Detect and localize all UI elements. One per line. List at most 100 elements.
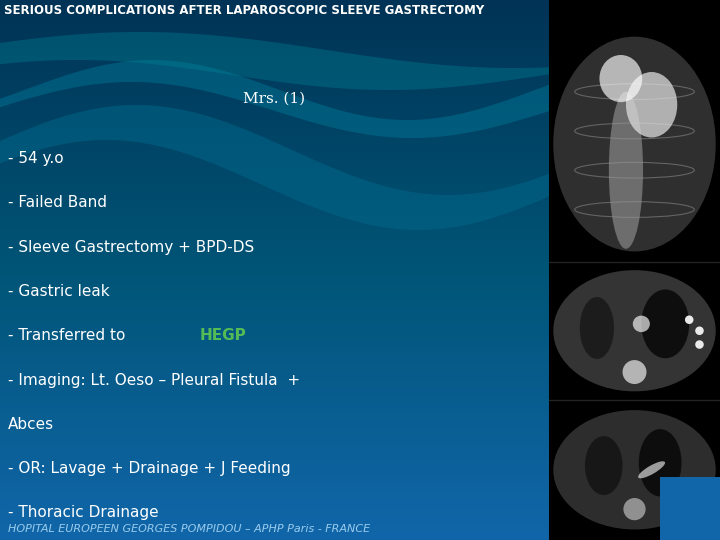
Bar <box>0 412 720 414</box>
Bar <box>0 248 720 250</box>
Bar <box>0 63 720 65</box>
Bar <box>0 196 720 198</box>
Bar <box>0 443 720 444</box>
Bar <box>0 281 720 282</box>
Bar <box>0 535 720 536</box>
Bar <box>0 15 720 16</box>
Bar <box>0 477 720 479</box>
Bar <box>0 120 720 123</box>
Bar <box>0 434 720 436</box>
Bar <box>0 270 720 272</box>
Bar <box>0 137 720 139</box>
Bar <box>0 92 720 93</box>
Bar <box>0 140 720 142</box>
Bar <box>0 72 720 74</box>
Bar <box>0 385 720 387</box>
Text: - OR: Lavage + Drainage + J Feeding: - OR: Lavage + Drainage + J Feeding <box>8 461 291 476</box>
Bar <box>0 43 720 45</box>
Bar <box>0 502 720 504</box>
Bar <box>0 484 720 486</box>
Bar <box>0 93 720 96</box>
Polygon shape <box>0 60 562 138</box>
Bar <box>0 380 720 382</box>
Bar <box>0 4 720 5</box>
Bar <box>0 444 720 447</box>
Bar <box>0 498 720 501</box>
Bar <box>0 420 720 421</box>
Bar <box>0 201 720 204</box>
Bar <box>0 349 720 351</box>
Bar <box>0 157 720 158</box>
Bar <box>0 414 720 416</box>
Bar <box>0 205 720 207</box>
Bar <box>0 432 720 434</box>
Bar <box>549 0 720 540</box>
Bar <box>0 23 720 25</box>
Bar <box>0 97 720 99</box>
Bar <box>0 292 720 293</box>
Bar <box>0 416 720 417</box>
Ellipse shape <box>633 315 650 332</box>
Bar <box>0 268 720 270</box>
Bar <box>0 497 720 498</box>
Bar <box>0 455 720 457</box>
Bar <box>0 524 720 525</box>
Bar <box>0 184 720 185</box>
Bar <box>0 277 720 279</box>
Bar <box>0 508 720 509</box>
Bar <box>0 374 720 376</box>
Text: HOPITAL EUROPEEN GEORGES POMPIDOU – APHP Paris - FRANCE: HOPITAL EUROPEEN GEORGES POMPIDOU – APHP… <box>8 524 370 534</box>
Bar <box>0 387 720 389</box>
Bar <box>0 74 720 76</box>
Ellipse shape <box>626 72 678 138</box>
Bar <box>0 313 720 315</box>
Bar <box>0 178 720 180</box>
Bar <box>0 430 720 432</box>
Text: - Sleeve Gastrectomy + BPD-DS: - Sleeve Gastrectomy + BPD-DS <box>8 240 254 255</box>
Bar <box>0 12 720 15</box>
Bar <box>0 117 720 119</box>
Bar <box>0 193 720 194</box>
Bar <box>0 347 720 349</box>
Bar <box>0 7 720 9</box>
Bar <box>0 486 720 488</box>
Bar <box>0 475 720 477</box>
Bar <box>0 255 720 258</box>
Bar <box>0 150 720 151</box>
Bar <box>0 518 720 520</box>
Bar <box>0 110 720 112</box>
Bar <box>0 147 720 150</box>
Bar <box>0 169 720 171</box>
Bar <box>0 214 720 216</box>
Bar <box>0 139 720 140</box>
Bar <box>0 158 720 160</box>
Bar <box>0 259 720 261</box>
Bar <box>0 247 720 248</box>
Ellipse shape <box>638 461 665 478</box>
Ellipse shape <box>639 429 682 496</box>
Bar <box>0 231 720 232</box>
Bar <box>0 58 720 59</box>
Bar <box>0 112 720 113</box>
Bar <box>0 70 720 72</box>
Bar <box>0 69 720 70</box>
Bar <box>0 363 720 366</box>
Bar <box>0 513 720 515</box>
Bar <box>0 369 720 371</box>
Bar <box>0 290 720 292</box>
Ellipse shape <box>553 270 716 392</box>
Bar <box>0 437 720 439</box>
Bar <box>0 254 720 255</box>
Bar <box>0 522 720 524</box>
Bar <box>0 263 720 265</box>
Bar <box>0 45 720 47</box>
Ellipse shape <box>609 92 643 249</box>
Bar <box>0 355 720 356</box>
Text: - 54 y.o: - 54 y.o <box>8 151 63 166</box>
Bar <box>0 2 720 4</box>
Bar <box>0 409 720 410</box>
Bar <box>0 173 720 174</box>
Circle shape <box>624 498 646 520</box>
Bar <box>0 164 720 166</box>
Bar <box>0 401 720 403</box>
